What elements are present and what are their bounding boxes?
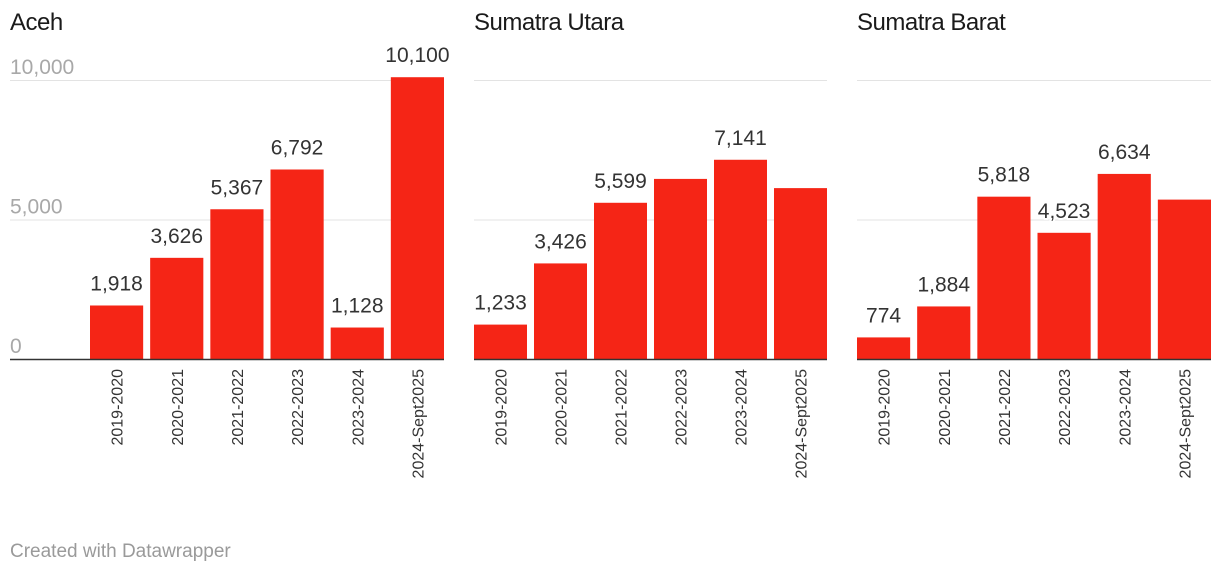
x-tick-label: 2023-2024 [350,369,367,446]
x-tick-label: 2020-2021 [554,369,571,446]
x-tick-label: 2021-2022 [614,369,631,446]
bar-2019-2020 [474,324,527,359]
bar-2022-2023 [1037,232,1091,359]
value-label: 1,233 [474,292,527,315]
panel-title: Aceh [10,9,63,36]
value-label: 1,128 [331,295,384,318]
panel-title: Sumatra Utara [474,9,625,36]
bar-2023-2024 [330,327,384,359]
value-label: 1,884 [917,273,970,296]
value-label: 5,599 [594,170,647,193]
bar-2024-Sept2025 [390,77,444,360]
bar-2019-2020 [90,305,144,359]
x-tick-label: 2021-2022 [230,369,247,446]
x-tick-label: 2019-2020 [494,369,511,446]
bar-2021-2022 [977,196,1031,359]
value-label: 5,818 [978,164,1031,187]
bar-2022-2023 [270,169,324,359]
y-tick-label: 0 [10,335,22,358]
x-tick-label: 2022-2023 [674,369,691,446]
x-tick-label: 2024-Sept2025 [1177,369,1194,479]
value-label: 10,100 [385,44,449,67]
x-tick-label: 2020-2021 [170,369,187,446]
x-tick-label: 2023-2024 [1117,369,1134,446]
x-tick-label: 2024-Sept2025 [410,369,427,479]
panel-title: Sumatra Barat [857,9,1006,36]
bar-2020-2021 [534,263,587,359]
y-tick-label: 10,000 [10,56,74,79]
bar-2024-Sept2025 [1157,199,1211,359]
y-tick-label: 5,000 [10,196,63,219]
bar-2021-2022 [594,202,647,359]
x-tick-label: 2022-2023 [290,369,307,446]
value-label: 6,634 [1098,141,1151,164]
bar-2023-2024 [1097,173,1151,359]
bar-2022-2023 [654,178,707,359]
bar-2021-2022 [210,209,264,359]
x-tick-label: 2021-2022 [997,369,1014,446]
footer-credit: Created with Datawrapper [10,541,231,562]
value-label: 3,626 [150,225,203,248]
bar-2023-2024 [714,159,767,359]
value-label: 4,523 [1038,200,1091,223]
value-label: 3,426 [534,230,587,253]
value-label: 7,141 [714,127,767,150]
x-tick-label: 2019-2020 [110,369,127,446]
x-tick-label: 2023-2024 [734,369,751,446]
bar-2024-Sept2025 [774,188,827,359]
value-label: 5,367 [211,176,264,199]
bar-2020-2021 [917,306,971,359]
bar-2020-2021 [150,257,204,359]
x-tick-label: 2019-2020 [877,369,894,446]
bar-2019-2020 [857,337,911,359]
value-label: 1,918 [90,272,143,295]
x-tick-label: 2024-Sept2025 [794,369,811,479]
x-tick-label: 2020-2021 [937,369,954,446]
x-tick-label: 2022-2023 [1057,369,1074,446]
value-label: 774 [866,304,901,327]
value-label: 6,792 [271,137,324,160]
